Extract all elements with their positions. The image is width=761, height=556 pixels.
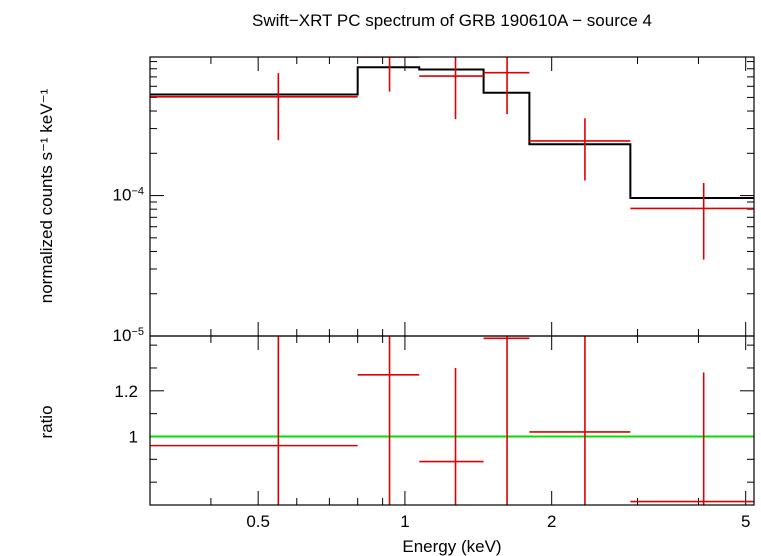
y-axis-label-ratio: ratio [37, 405, 56, 438]
y-tick-label: 1.2 [114, 382, 138, 401]
data-point [357, 336, 420, 505]
data-point [529, 118, 631, 181]
plot-area [150, 57, 754, 260]
data-point [483, 57, 530, 115]
x-tick-label: 5 [741, 512, 750, 531]
model-step-line [150, 66, 754, 200]
data-point [630, 182, 754, 260]
ratio-panel: 1 1.2 0.5 1 2 5 [114, 335, 755, 531]
data-point [419, 367, 484, 505]
data-point [150, 336, 358, 505]
data-point [150, 73, 358, 141]
chart-title: Swift−XRT PC spectrum of GRB 190610A − s… [252, 11, 652, 30]
spectrum-panel: 10−4 10−5 [113, 56, 755, 345]
x-tick-label: 1 [400, 512, 409, 531]
y-axis-label-spectrum: normalized counts s⁻¹ keV⁻¹ [37, 88, 56, 303]
data-point [419, 57, 484, 120]
data-point [357, 57, 420, 92]
plot-area [150, 336, 754, 505]
data-point [529, 336, 631, 505]
x-tick-label: 0.5 [246, 512, 270, 531]
y-tick-label: 10−4 [113, 186, 144, 205]
x-axis-label: Energy (keV) [402, 537, 501, 556]
y-tick-label: 10−5 [113, 326, 144, 345]
x-tick-label: 2 [547, 512, 556, 531]
panel-frame [149, 335, 755, 506]
data-point [630, 372, 754, 505]
data-point [483, 336, 530, 505]
panel-frame [149, 56, 755, 337]
y-tick-label: 1 [129, 427, 138, 446]
